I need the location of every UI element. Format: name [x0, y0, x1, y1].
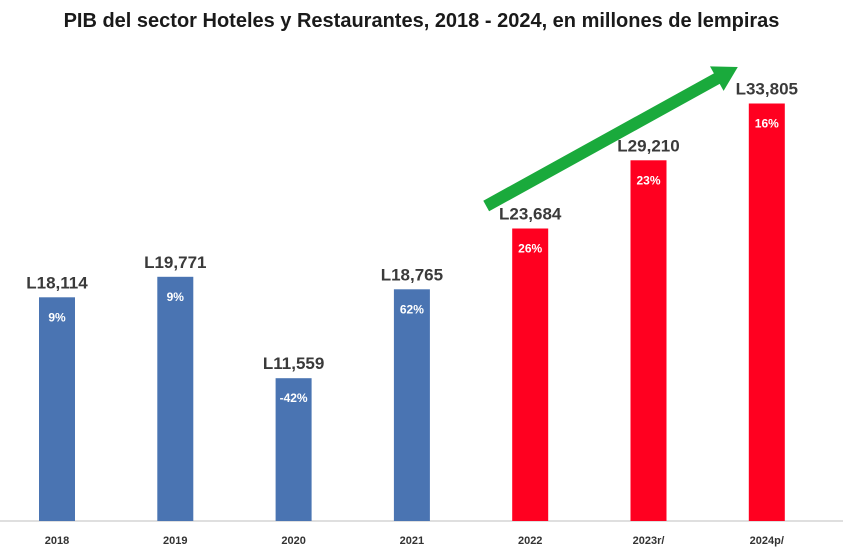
bar-2018: [39, 297, 75, 521]
bars-layer: L18,114 9% 2018 L19,771 9% 2019 L11,559 -42% 202…: [26, 80, 798, 547]
value-label: L19,771: [144, 253, 206, 272]
trend-arrow-layer: [483, 66, 738, 212]
value-label: L18,765: [381, 265, 443, 284]
value-label: L18,114: [26, 273, 88, 292]
growth-label: 9%: [48, 310, 66, 324]
growth-label: 62%: [400, 302, 424, 316]
x-tick-label: 2023r/: [633, 535, 665, 547]
value-label: L11,559: [263, 354, 324, 373]
growth-label: 26%: [518, 242, 542, 256]
bar-2020: [275, 378, 312, 521]
growth-label: 23%: [636, 173, 660, 187]
trend-arrow: [483, 66, 738, 212]
growth-label: 16%: [755, 117, 779, 131]
bar-2023r: [630, 160, 667, 522]
bar-2021: [393, 289, 430, 521]
bar-2022: [512, 228, 549, 521]
growth-label: -42%: [280, 391, 308, 405]
value-label: L29,210: [617, 136, 679, 155]
x-tick-label: 2022: [518, 535, 542, 547]
chart-title: PIB del sector Hoteles y Restaurantes, 2…: [63, 10, 780, 32]
x-tick-label: 2019: [163, 535, 187, 547]
value-label: L33,805: [736, 80, 798, 99]
x-tick-label: 2020: [281, 535, 305, 547]
x-tick-label: 2018: [45, 535, 69, 547]
bar-2019: [157, 276, 194, 521]
x-tick-label: 2024p/: [750, 535, 784, 547]
x-tick-label: 2021: [400, 535, 424, 547]
value-label: L23,684: [499, 205, 562, 224]
growth-label: 9%: [167, 290, 185, 304]
bar-2024p: [748, 103, 785, 521]
